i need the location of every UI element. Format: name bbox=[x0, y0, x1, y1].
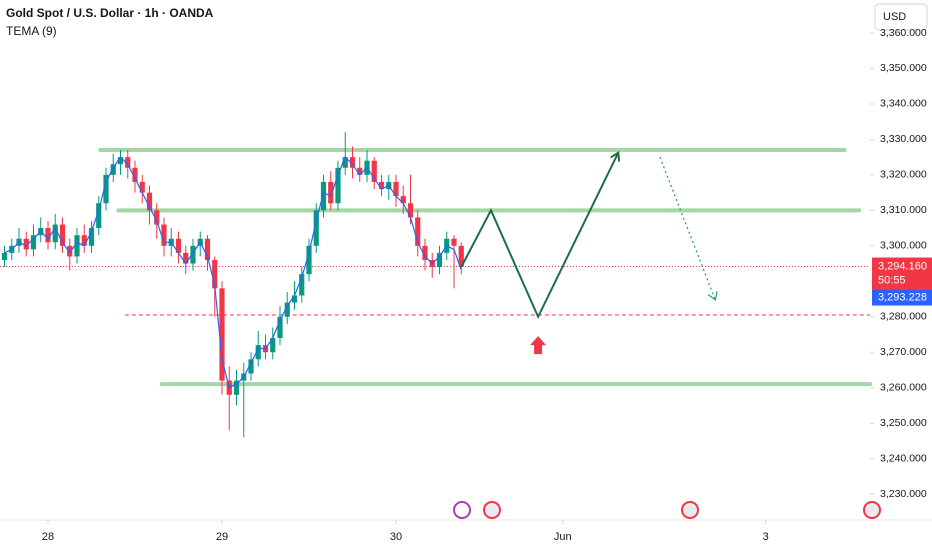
candle-body bbox=[320, 181, 327, 211]
candle-body bbox=[248, 359, 254, 374]
candle-body bbox=[154, 210, 160, 225]
y-tick-label: 3,330.000 bbox=[880, 133, 927, 145]
candle-body bbox=[190, 245, 196, 264]
candle-body bbox=[342, 157, 348, 168]
tema-last-label: 3,293.228 bbox=[878, 291, 927, 303]
candle-body bbox=[146, 192, 153, 211]
indicator-label: TEMA (9) bbox=[6, 24, 57, 38]
candle-body bbox=[371, 160, 377, 182]
y-tick-label: 3,320.000 bbox=[880, 169, 927, 181]
x-tick-label: Jun bbox=[554, 531, 572, 543]
candle-body bbox=[219, 288, 225, 381]
candle-body bbox=[255, 345, 261, 360]
last-price-box bbox=[872, 257, 932, 290]
candle-body bbox=[451, 238, 457, 246]
candle-body bbox=[74, 235, 80, 257]
candle-body bbox=[422, 245, 428, 260]
x-tick-label: 3 bbox=[763, 531, 769, 543]
projection-path bbox=[460, 154, 618, 320]
event-icon[interactable] bbox=[483, 501, 501, 519]
candle-body bbox=[45, 228, 51, 243]
tema-line bbox=[4, 156, 462, 389]
candle-body bbox=[132, 167, 138, 182]
candle-body bbox=[81, 235, 87, 246]
up-arrow bbox=[530, 336, 547, 355]
event-icon[interactable] bbox=[453, 501, 471, 519]
dotted-arrow bbox=[659, 156, 715, 299]
chart-title: Gold Spot / U.S. Dollar · 1h · OANDA bbox=[6, 6, 214, 20]
candle-body bbox=[59, 224, 66, 246]
countdown-label: 50:55 bbox=[878, 274, 906, 286]
y-tick-label: 3,240.000 bbox=[880, 452, 927, 464]
candle-body bbox=[313, 210, 319, 246]
x-tick-label: 29 bbox=[216, 531, 228, 543]
y-tick-label: 3,360.000 bbox=[880, 27, 927, 39]
candle-body bbox=[277, 316, 283, 339]
y-tick-label: 3,250.000 bbox=[880, 417, 927, 429]
candle-body bbox=[30, 235, 37, 250]
y-tick-label: 3,230.000 bbox=[880, 488, 927, 500]
tema-last-box bbox=[872, 289, 932, 306]
currency-label[interactable]: USD bbox=[883, 11, 906, 23]
candle-body bbox=[357, 167, 363, 175]
candle-body bbox=[23, 238, 29, 250]
event-icons bbox=[453, 501, 881, 519]
y-tick-label: 3,280.000 bbox=[880, 311, 927, 323]
y-tick-label: 3,310.000 bbox=[880, 204, 927, 216]
event-icon[interactable] bbox=[681, 501, 699, 519]
candle-body bbox=[415, 217, 421, 246]
y-tick-label: 3,270.000 bbox=[880, 346, 927, 358]
candle-body bbox=[125, 157, 131, 168]
candle-body bbox=[110, 164, 116, 175]
candle-body bbox=[183, 252, 189, 264]
y-tick-label: 3,300.000 bbox=[880, 240, 927, 252]
y-tick-label: 3,260.000 bbox=[880, 381, 927, 393]
candle-body bbox=[291, 295, 298, 303]
candle-body bbox=[378, 181, 385, 190]
x-tick-label: 30 bbox=[390, 531, 402, 543]
y-tick-label: 3,340.000 bbox=[880, 98, 927, 110]
x-tick-label: 28 bbox=[42, 531, 54, 543]
candle-body bbox=[299, 274, 305, 296]
event-icon[interactable] bbox=[863, 501, 881, 519]
candle-body bbox=[52, 224, 58, 243]
candle-body bbox=[458, 245, 464, 267]
candle-body bbox=[67, 245, 73, 257]
candle-body bbox=[393, 181, 399, 197]
candle-body bbox=[88, 228, 95, 246]
candle-body bbox=[139, 181, 145, 193]
last-price-label: 3,294.160 bbox=[878, 260, 927, 272]
candle-body bbox=[328, 181, 334, 204]
candle-body bbox=[349, 157, 356, 168]
candle-body bbox=[212, 260, 218, 289]
candle-body bbox=[400, 196, 406, 204]
candle-body bbox=[306, 245, 312, 275]
candle-body bbox=[161, 224, 167, 246]
y-tick-label: 3,350.000 bbox=[880, 62, 927, 74]
candle-body bbox=[436, 252, 443, 268]
candle-body bbox=[175, 238, 182, 253]
candle-body bbox=[103, 174, 109, 204]
candle-body bbox=[407, 203, 414, 218]
candle-body bbox=[204, 238, 211, 260]
candle-body bbox=[1, 252, 8, 260]
candle-body bbox=[284, 302, 290, 317]
candle-body bbox=[270, 338, 276, 353]
candle-body bbox=[96, 203, 102, 229]
candle-body bbox=[335, 167, 341, 204]
candle-body bbox=[117, 157, 124, 165]
candle-body bbox=[233, 380, 240, 395]
currency-button[interactable] bbox=[874, 3, 928, 31]
